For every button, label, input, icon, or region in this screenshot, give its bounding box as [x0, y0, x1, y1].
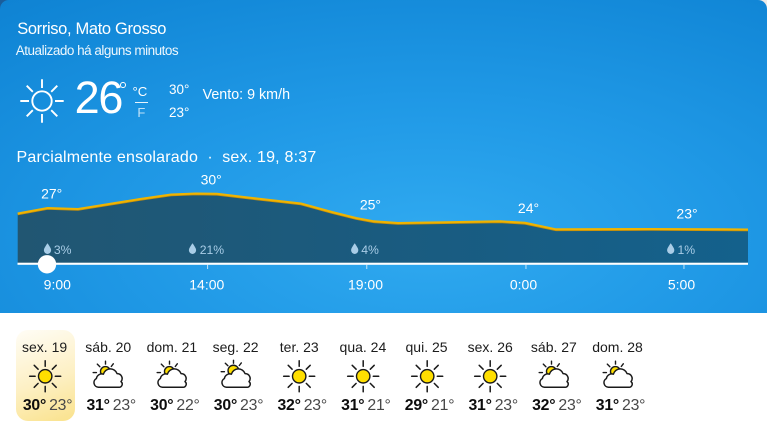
svg-text:1%: 1% [678, 243, 696, 257]
svg-text:0:00: 0:00 [510, 276, 537, 292]
svg-text:21%: 21% [200, 243, 225, 257]
svg-text:25°: 25° [360, 197, 381, 213]
svg-text:24°: 24° [518, 200, 539, 216]
svg-text:3%: 3% [54, 243, 72, 257]
svg-text:14:00: 14:00 [189, 276, 224, 292]
svg-text:27°: 27° [41, 185, 62, 201]
svg-text:5:00: 5:00 [668, 276, 695, 292]
svg-text:9:00: 9:00 [44, 276, 71, 292]
svg-text:23°: 23° [676, 206, 697, 222]
svg-text:4%: 4% [361, 243, 379, 257]
svg-text:19:00: 19:00 [348, 276, 383, 292]
svg-text:30°: 30° [201, 171, 222, 187]
